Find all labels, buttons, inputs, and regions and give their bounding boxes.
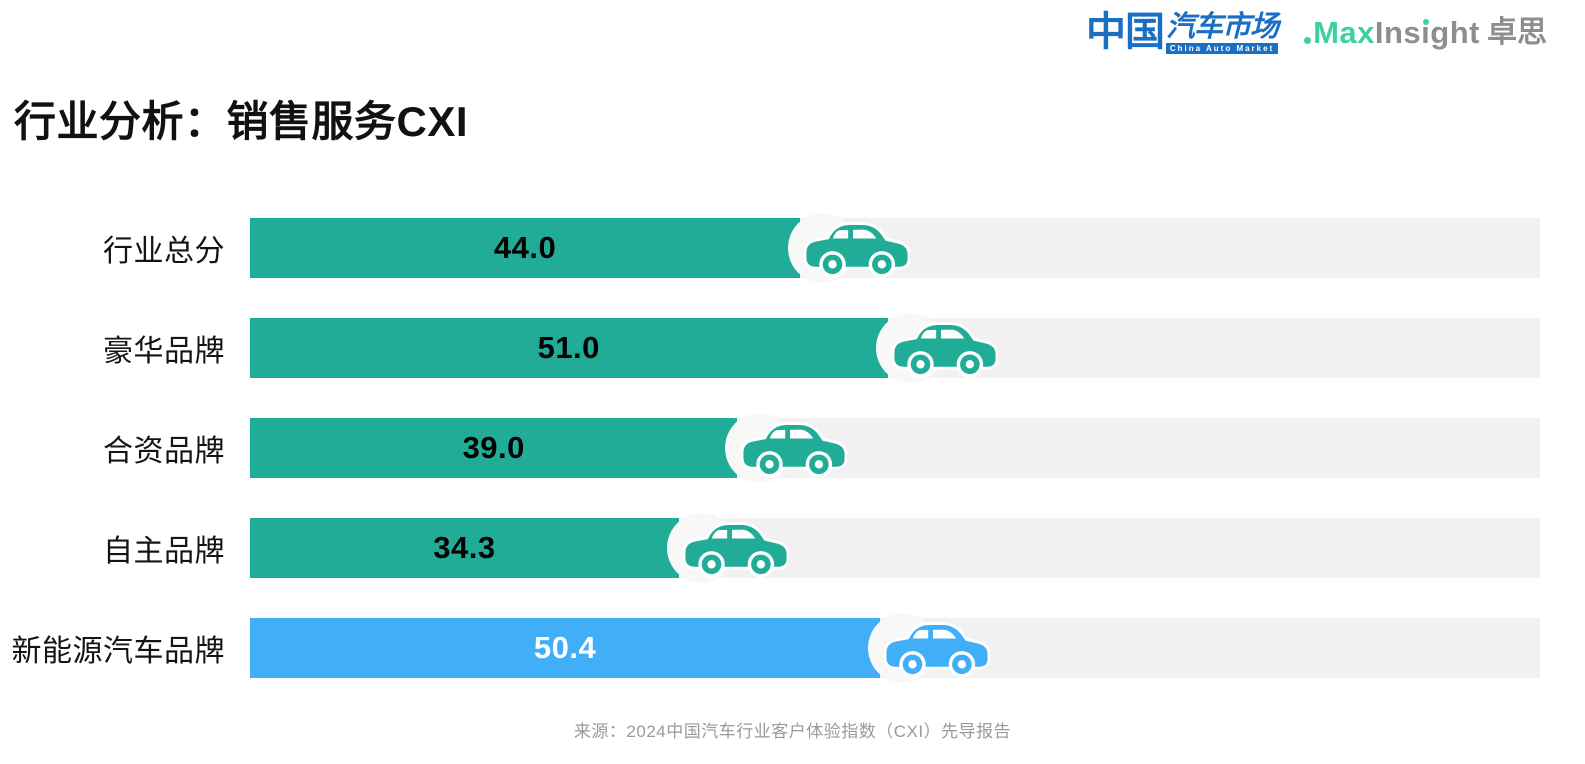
car-icon — [884, 622, 991, 678]
maxinsight-insight: Insı ght — [1374, 15, 1480, 50]
maxinsight-dot-icon — [1304, 37, 1312, 44]
maxinsight-cn: 卓思 — [1487, 16, 1547, 49]
bar-fill: 34.3 — [250, 518, 679, 578]
category-label: 合资品牌 — [103, 435, 225, 468]
bar-fill: 51.0 — [250, 318, 888, 378]
insight-i: ı — [1421, 15, 1431, 50]
category-label: 新能源汽车品牌 — [11, 635, 225, 668]
car-icon — [741, 422, 848, 478]
chart-row: 豪华品牌 51.0 — [0, 313, 1540, 383]
value-label: 51.0 — [537, 330, 600, 365]
bar-track: 50.4 — [250, 613, 1540, 683]
value-label: 50.4 — [533, 630, 597, 665]
chart-row: 行业总分 44.0 — [0, 213, 1540, 283]
cam-logo-cn-sub: 汽车市场 — [1166, 11, 1279, 43]
cam-logo-cn-main: 中国 — [1086, 10, 1165, 54]
car-icon — [804, 222, 911, 278]
bar-chart: 行业总分 44.0 豪华品牌 51.0 合资品牌 39.0 自主品牌 34.3 新能源汽车品牌 5… — [0, 213, 1540, 718]
bar-track: 34.3 — [250, 513, 1540, 583]
chart-row: 合资品牌 39.0 — [0, 413, 1540, 483]
car-icon — [891, 322, 998, 378]
chart-row: 新能源汽车品牌 50.4 — [0, 613, 1540, 683]
maxinsight-logo: Max Insı ght 卓思 — [1304, 15, 1547, 51]
china-auto-market-logo: 中国 汽车市场 China Auto Market — [1086, 10, 1279, 54]
chart-row: 自主品牌 34.3 — [0, 513, 1540, 583]
bar-fill: 44.0 — [250, 218, 801, 278]
bar-fill: 39.0 — [250, 418, 738, 478]
bar-track: 51.0 — [250, 313, 1540, 383]
insight-i-dot-icon — [1422, 19, 1429, 25]
value-label: 34.3 — [433, 530, 496, 565]
bar-track: 39.0 — [250, 413, 1540, 483]
value-label: 44.0 — [493, 230, 557, 265]
category-label: 行业总分 — [103, 235, 225, 268]
car-icon — [682, 522, 789, 578]
page-title: 行业分析：销售服务CXI — [14, 98, 469, 145]
category-label: 自主品牌 — [103, 535, 225, 568]
value-label: 39.0 — [462, 430, 525, 465]
category-label: 豪华品牌 — [103, 335, 225, 368]
bar-track: 44.0 — [250, 213, 1540, 283]
maxinsight-max: Max — [1313, 15, 1375, 50]
bar-fill: 50.4 — [250, 618, 881, 678]
source-note: 来源：2024中国汽车行业客户体验指数（CXI）先导报告 — [573, 722, 1012, 741]
header-logos: 中国 汽车市场 China Auto Market Max Insı ght 卓思 — [1086, 12, 1547, 54]
cam-logo-en: China Auto Market — [1166, 43, 1279, 54]
